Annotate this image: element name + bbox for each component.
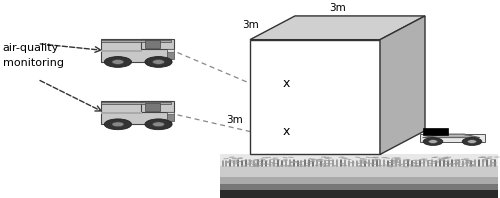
Polygon shape <box>250 40 380 154</box>
Circle shape <box>112 60 124 64</box>
Circle shape <box>152 122 164 127</box>
Bar <box>101 40 171 42</box>
Text: air-quality
monitoring: air-quality monitoring <box>2 43 64 68</box>
Text: x: x <box>282 125 290 138</box>
Bar <box>141 39 174 49</box>
Bar <box>220 177 497 184</box>
Polygon shape <box>422 134 480 138</box>
Bar <box>101 102 171 104</box>
Bar <box>220 166 497 177</box>
Circle shape <box>104 57 132 67</box>
Circle shape <box>104 119 132 130</box>
Bar <box>167 111 174 121</box>
Bar <box>101 50 141 52</box>
Text: 3m: 3m <box>242 20 258 30</box>
Bar <box>220 154 497 166</box>
Bar <box>141 101 174 111</box>
Bar <box>220 184 497 190</box>
Bar <box>220 190 497 198</box>
Text: 3m: 3m <box>329 3 346 13</box>
Bar <box>144 103 160 110</box>
Circle shape <box>145 119 172 130</box>
Circle shape <box>423 138 443 146</box>
Bar <box>167 111 174 114</box>
Circle shape <box>462 138 482 146</box>
Polygon shape <box>428 134 476 137</box>
Bar <box>167 49 174 59</box>
Circle shape <box>152 60 164 64</box>
Circle shape <box>468 140 476 143</box>
Bar <box>422 128 448 135</box>
Polygon shape <box>250 16 425 40</box>
Bar <box>420 134 485 142</box>
Circle shape <box>428 140 438 143</box>
Circle shape <box>145 57 172 67</box>
Bar <box>167 49 174 52</box>
Circle shape <box>112 122 124 127</box>
Polygon shape <box>380 16 425 154</box>
Bar <box>101 112 141 114</box>
Bar <box>101 39 171 62</box>
Bar <box>101 101 171 124</box>
Text: 3m: 3m <box>226 115 242 125</box>
Bar <box>144 40 160 48</box>
Text: x: x <box>282 77 290 90</box>
